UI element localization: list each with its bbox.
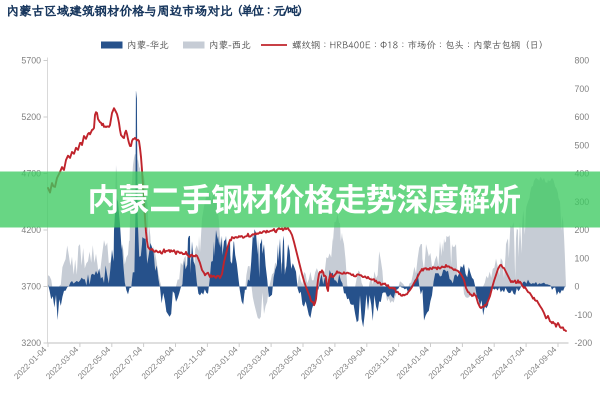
svg-text:200: 200 <box>575 225 590 235</box>
svg-text:3200: 3200 <box>21 338 41 348</box>
svg-text:500: 500 <box>575 140 590 150</box>
svg-text:0: 0 <box>575 282 580 292</box>
svg-text:5200: 5200 <box>21 112 41 122</box>
svg-text:4200: 4200 <box>21 225 41 235</box>
svg-text:-200: -200 <box>575 338 593 348</box>
svg-text:800: 800 <box>575 56 590 66</box>
svg-text:100: 100 <box>575 253 590 263</box>
svg-text:5700: 5700 <box>21 56 41 66</box>
svg-text:700: 700 <box>575 84 590 94</box>
svg-text:-100: -100 <box>575 310 593 320</box>
svg-text:3700: 3700 <box>21 282 41 292</box>
svg-text:600: 600 <box>575 112 590 122</box>
